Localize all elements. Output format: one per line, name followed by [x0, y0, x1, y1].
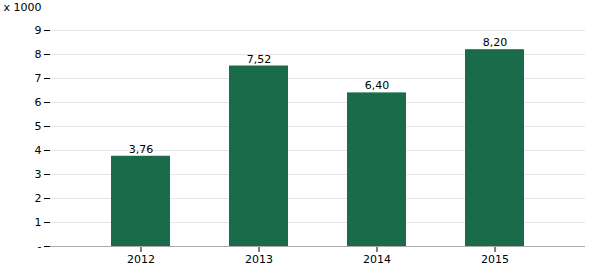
svg-text:2015: 2015 [481, 253, 509, 266]
svg-text:7: 7 [35, 72, 42, 85]
svg-text:8: 8 [35, 48, 42, 61]
svg-text:x 1000: x 1000 [4, 1, 42, 14]
svg-text:3: 3 [35, 168, 42, 181]
svg-text:8,20: 8,20 [483, 36, 508, 49]
svg-text:3,76: 3,76 [129, 143, 154, 156]
svg-text:5: 5 [35, 120, 42, 133]
svg-text:6: 6 [35, 96, 42, 109]
svg-text:1: 1 [35, 216, 42, 229]
svg-text:7,52: 7,52 [247, 53, 272, 66]
svg-text:6,40: 6,40 [365, 79, 390, 92]
svg-text:2014: 2014 [363, 253, 391, 266]
svg-text:-: - [38, 240, 42, 253]
svg-text:2013: 2013 [245, 253, 273, 266]
svg-text:4: 4 [35, 144, 42, 157]
svg-text:2012: 2012 [127, 253, 155, 266]
svg-text:9: 9 [35, 24, 42, 37]
svg-text:2: 2 [35, 192, 42, 205]
